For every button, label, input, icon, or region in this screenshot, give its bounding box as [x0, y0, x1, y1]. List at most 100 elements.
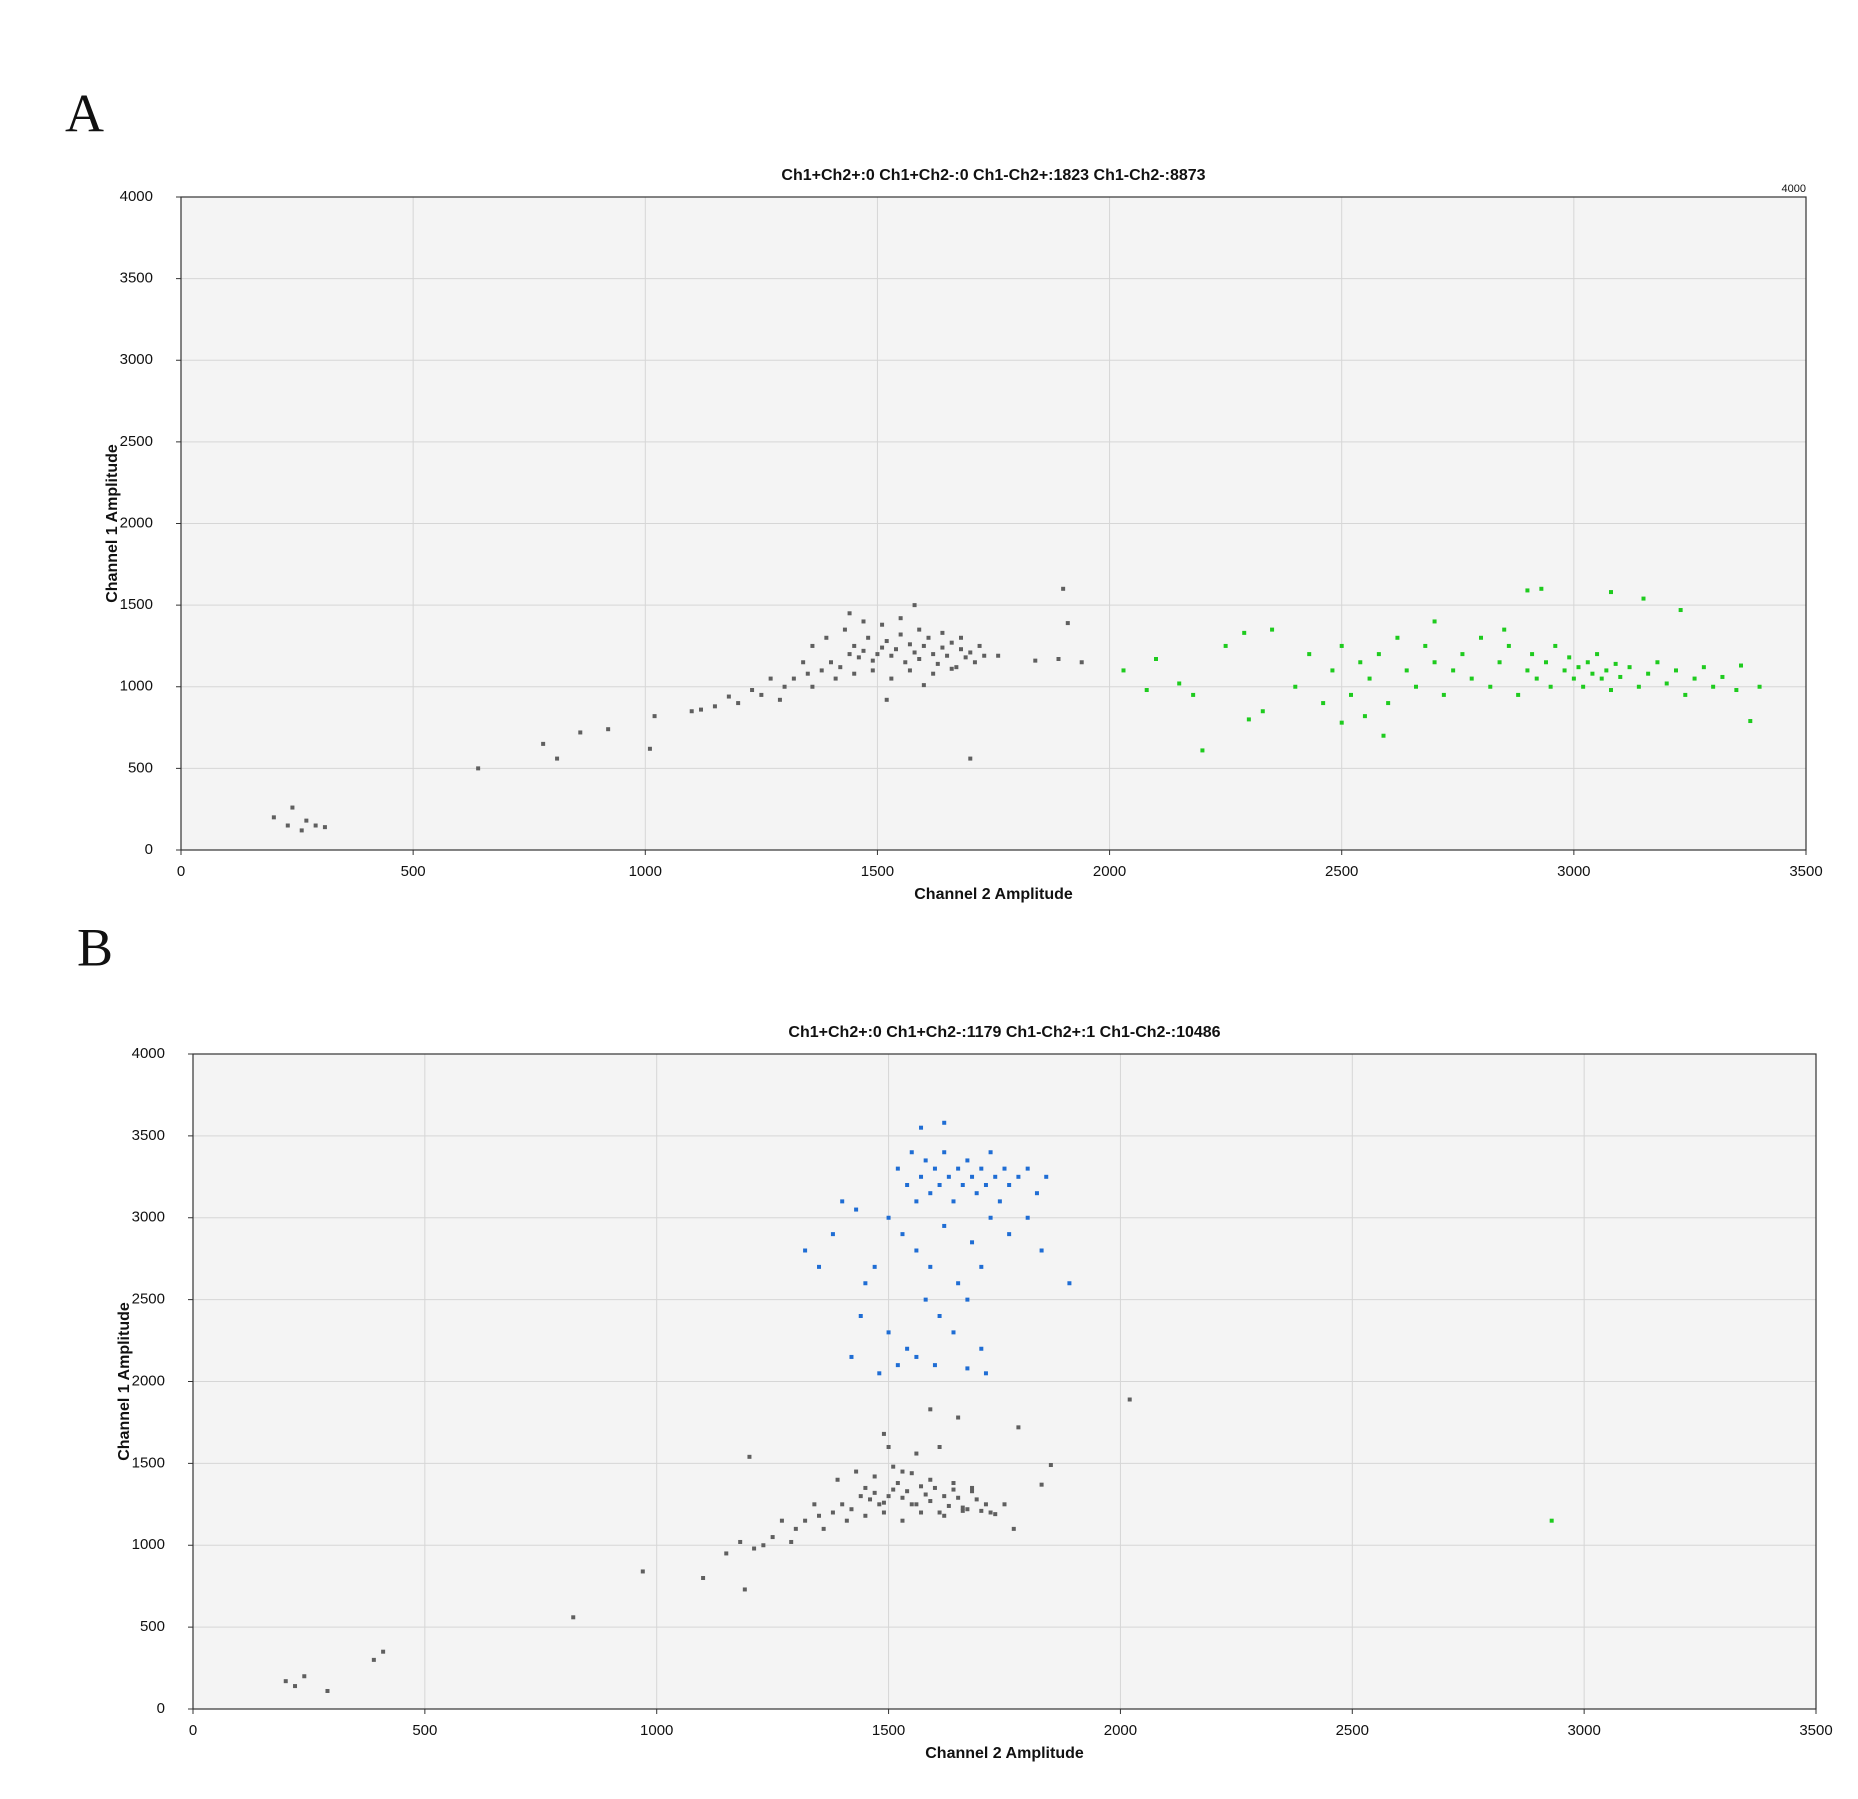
point — [956, 1281, 961, 1286]
point — [858, 1314, 863, 1318]
y-tick-label: 3500 — [120, 270, 153, 287]
point — [1177, 681, 1182, 686]
x-tick-label: 500 — [412, 1722, 437, 1739]
point — [914, 1502, 919, 1507]
point — [1506, 643, 1511, 648]
point — [951, 1487, 956, 1492]
point — [951, 1330, 956, 1335]
y-tick-label: 2500 — [132, 1291, 165, 1308]
point — [977, 643, 982, 648]
point — [928, 1477, 933, 1482]
point — [1386, 701, 1391, 706]
point — [932, 1363, 937, 1368]
point — [1367, 676, 1372, 681]
point — [1339, 643, 1344, 648]
point — [940, 630, 945, 635]
point — [884, 639, 889, 644]
point — [970, 1174, 975, 1179]
point — [1674, 668, 1678, 673]
point — [1242, 630, 1247, 635]
point — [1144, 688, 1149, 693]
x-tick-label: 1500 — [861, 863, 894, 880]
point — [1553, 643, 1558, 648]
x-tick-label: 2500 — [1336, 1722, 1369, 1739]
point — [968, 756, 973, 761]
point — [1395, 635, 1400, 640]
point — [1270, 627, 1275, 632]
point — [578, 730, 583, 735]
point — [951, 1481, 956, 1486]
point — [858, 1494, 863, 1499]
y-tick-label: 3000 — [120, 351, 153, 368]
point — [931, 652, 936, 657]
point — [541, 741, 546, 746]
point — [812, 1502, 817, 1507]
point — [937, 1183, 942, 1187]
point — [724, 1551, 729, 1556]
point — [1039, 1248, 1044, 1253]
point — [863, 1513, 868, 1518]
point — [881, 1431, 886, 1436]
point — [970, 1485, 975, 1490]
point — [949, 640, 954, 645]
point — [1530, 652, 1535, 657]
point — [571, 1615, 576, 1620]
point — [293, 1684, 298, 1689]
x-tick-label: 3000 — [1567, 1722, 1600, 1739]
point — [1599, 676, 1604, 681]
point — [1609, 688, 1613, 693]
point — [875, 652, 880, 657]
point — [689, 709, 694, 714]
point — [1618, 674, 1623, 679]
point — [1025, 1166, 1030, 1171]
point — [895, 1363, 900, 1368]
x-tick-label: 2000 — [1093, 863, 1126, 880]
point — [880, 622, 885, 627]
point — [852, 643, 857, 648]
point — [928, 1499, 933, 1504]
point — [898, 616, 903, 621]
point — [960, 1508, 965, 1513]
y-tick-label: 0 — [145, 841, 153, 858]
point — [928, 1191, 933, 1196]
chart-title: Ch1+Ch2+:0 Ch1+Ch2-:1179 Ch1-Ch2+:1 Ch1-… — [788, 1024, 1220, 1041]
point — [1539, 586, 1544, 591]
point — [863, 1485, 868, 1490]
point — [817, 1264, 822, 1269]
y-tick-label: 0 — [157, 1700, 165, 1717]
point — [1358, 660, 1363, 665]
point — [1007, 1183, 1012, 1187]
point — [894, 647, 898, 652]
point — [1349, 692, 1353, 697]
point — [937, 1314, 942, 1318]
point — [919, 1484, 924, 1489]
point — [1293, 684, 1298, 689]
point — [937, 1445, 942, 1449]
point — [942, 1494, 947, 1499]
point — [970, 1240, 975, 1245]
point — [1033, 658, 1038, 663]
point — [903, 660, 908, 665]
point — [824, 635, 829, 640]
point — [830, 1232, 835, 1237]
point — [979, 1346, 984, 1351]
point — [1056, 656, 1061, 661]
point — [872, 1490, 877, 1495]
point — [988, 1215, 993, 1220]
point — [945, 653, 950, 658]
point — [830, 1510, 835, 1515]
point — [900, 1518, 905, 1523]
point — [1627, 665, 1632, 670]
y-tick-label: 1000 — [120, 678, 153, 695]
point — [923, 1492, 928, 1497]
point — [886, 1494, 891, 1499]
point — [965, 1297, 970, 1302]
point — [886, 1445, 891, 1449]
point — [881, 1510, 886, 1515]
point — [555, 756, 560, 761]
point — [1562, 668, 1567, 673]
point — [476, 766, 481, 771]
point — [963, 655, 968, 660]
point — [381, 1649, 386, 1654]
point — [712, 704, 717, 709]
